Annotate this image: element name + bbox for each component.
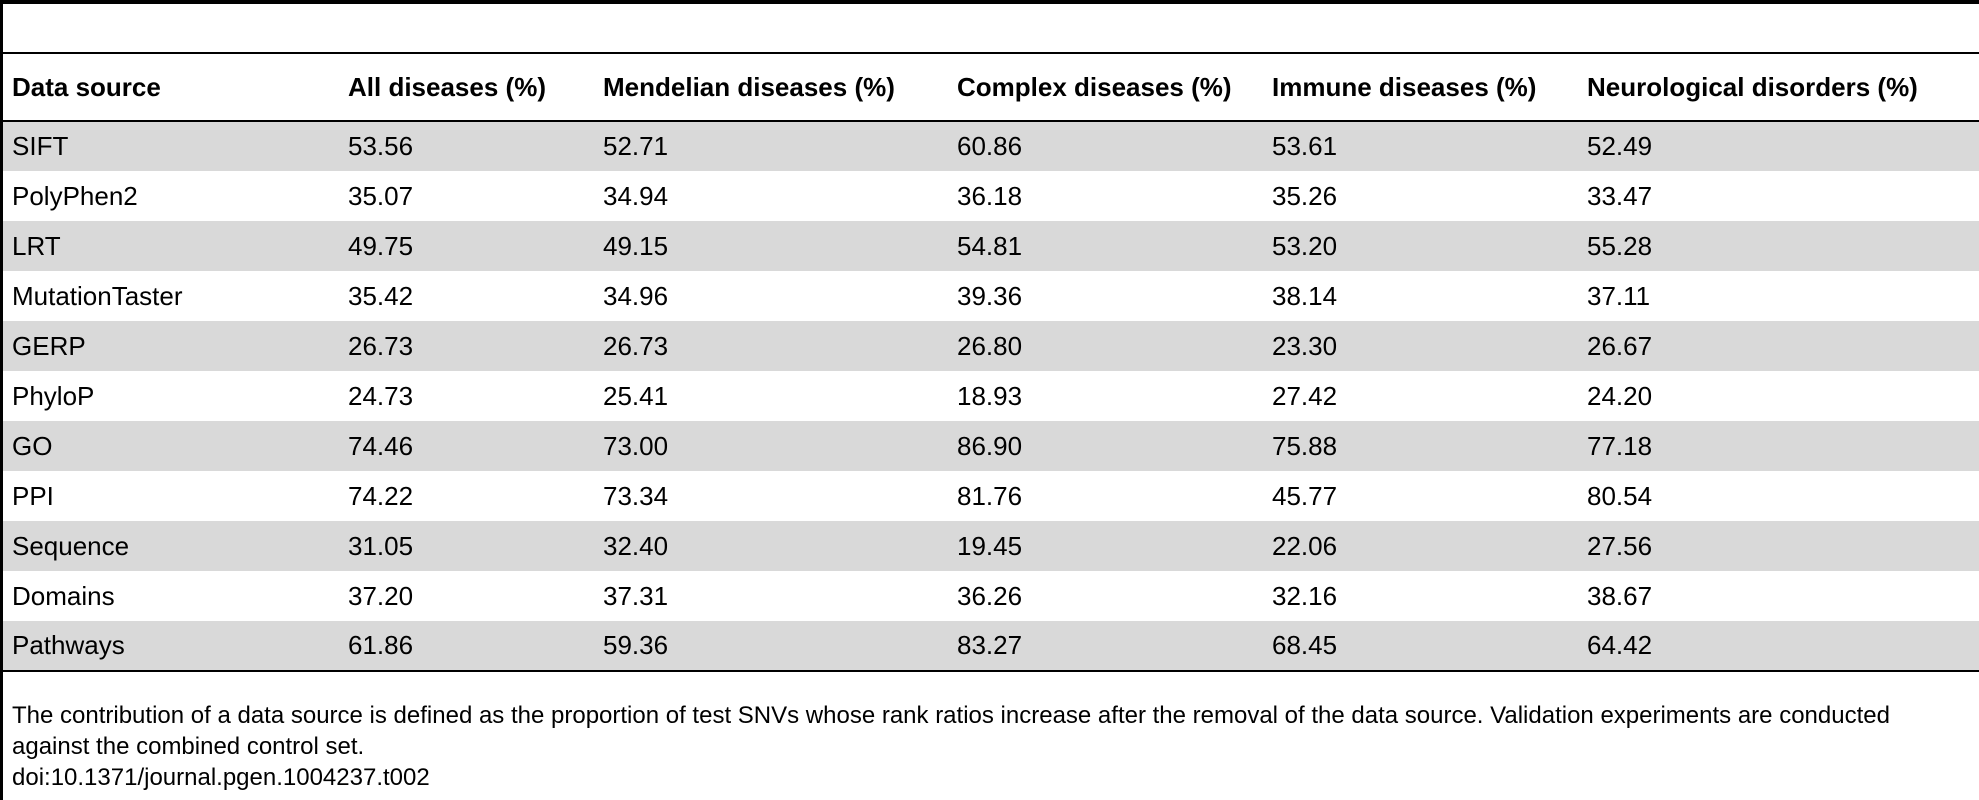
cell-complex-diseases: 86.90 [948,421,1263,471]
cell-complex-diseases: 83.27 [948,621,1263,672]
table-row: PolyPhen2 35.07 34.94 36.18 35.26 33.47 [3,171,1979,221]
cell-data-source: PhyloP [12,380,95,411]
cell-immune-diseases: 53.20 [1263,221,1578,271]
cell-neurological-disorders: 24.20 [1587,380,1653,411]
cell-all-diseases: 35.42 [348,280,414,311]
cell-mendelian-diseases: 26.73 [594,321,948,371]
table-row: GERP 26.73 26.73 26.80 23.30 26.67 [3,321,1979,371]
cell-immune-diseases: 38.14 [1272,280,1338,311]
cell-immune-diseases: 32.16 [1272,580,1338,611]
cell-immune-diseases: 35.26 [1272,180,1338,211]
cell-neurological-disorders: 77.18 [1578,421,1979,471]
cell-mendelian-diseases: 59.36 [594,621,948,672]
table-row: PhyloP 24.73 25.41 18.93 27.42 24.20 [3,371,1979,421]
cell-mendelian-diseases: 73.00 [594,421,948,471]
cell-neurological-disorders: 26.67 [1578,321,1979,371]
footnote-doi: doi:10.1371/journal.pgen.1004237.t002 [12,764,430,791]
table-row: Domains 37.20 37.31 36.26 32.16 38.67 [3,571,1979,621]
header-complex-diseases: Complex diseases (%) [948,52,1263,122]
header-all-diseases: All diseases (%) [339,52,594,122]
table-row: MutationTaster 35.42 34.96 39.36 38.14 37.11 [3,271,1979,321]
cell-all-diseases: 26.73 [339,321,594,371]
cell-neurological-disorders: 80.54 [1587,480,1653,511]
table-row: GO 74.46 73.00 86.90 75.88 77.18 [3,421,1979,471]
cell-all-diseases: 31.05 [339,521,594,571]
cell-complex-diseases: 60.86 [948,121,1263,171]
table-container: Data source All diseases (%) Mendelian d… [3,52,1979,672]
cell-all-diseases: 53.56 [339,121,594,171]
cell-all-diseases: 35.07 [348,180,414,211]
cell-mendelian-diseases: 32.40 [594,521,948,571]
cell-neurological-disorders: 33.47 [1587,180,1653,211]
cell-immune-diseases: 53.61 [1263,121,1578,171]
table-row: Pathways 61.86 59.36 83.27 68.45 64.42 [3,621,1979,672]
table-header-row: Data source All diseases (%) Mendelian d… [3,52,1979,122]
data-source-contribution-table: Data source All diseases (%) Mendelian d… [3,52,1979,672]
table-row: Sequence 31.05 32.40 19.45 22.06 27.56 [3,521,1979,571]
cell-mendelian-diseases: 34.96 [603,280,669,311]
cell-data-source: Sequence [3,521,339,571]
cell-mendelian-diseases: 49.15 [594,221,948,271]
cell-data-source: GERP [3,321,339,371]
cell-complex-diseases: 36.18 [957,180,1023,211]
cell-all-diseases: 49.75 [339,221,594,271]
cell-neurological-disorders: 52.49 [1578,121,1979,171]
cell-all-diseases: 37.20 [348,580,414,611]
cell-immune-diseases: 22.06 [1263,521,1578,571]
cell-all-diseases: 61.86 [339,621,594,672]
cell-neurological-disorders: 27.56 [1578,521,1979,571]
cell-complex-diseases: 36.26 [957,580,1023,611]
cell-data-source: SIFT [3,121,339,171]
cell-mendelian-diseases: 37.31 [603,580,669,611]
cell-complex-diseases: 26.80 [948,321,1263,371]
cell-data-source: LRT [3,221,339,271]
cell-neurological-disorders: 55.28 [1578,221,1979,271]
cell-neurological-disorders: 64.42 [1578,621,1979,672]
cell-complex-diseases: 54.81 [948,221,1263,271]
cell-data-source: PPI [12,480,54,511]
cell-complex-diseases: 39.36 [957,280,1023,311]
cell-data-source: Pathways [3,621,339,672]
cell-all-diseases: 74.46 [339,421,594,471]
cell-immune-diseases: 75.88 [1263,421,1578,471]
cell-data-source: Domains [12,580,115,611]
table-row: LRT 49.75 49.15 54.81 53.20 55.28 [3,221,1979,271]
cell-mendelian-diseases: 25.41 [603,380,669,411]
cell-mendelian-diseases: 34.94 [603,180,669,211]
cell-all-diseases: 24.73 [348,380,414,411]
footnote-text: The contribution of a data source is def… [12,702,1890,760]
cell-mendelian-diseases: 73.34 [603,480,669,511]
cell-neurological-disorders: 38.67 [1587,580,1653,611]
cell-data-source: GO [3,421,339,471]
cell-neurological-disorders: 37.11 [1587,280,1651,311]
cell-data-source: MutationTaster [12,280,183,311]
cell-data-source: PolyPhen2 [12,180,138,211]
table-row: PPI 74.22 73.34 81.76 45.77 80.54 [3,471,1979,521]
cell-immune-diseases: 23.30 [1263,321,1578,371]
cell-complex-diseases: 19.45 [948,521,1263,571]
cell-immune-diseases: 68.45 [1263,621,1578,672]
header-data-source: Data source [3,52,339,122]
cell-complex-diseases: 18.93 [957,380,1023,411]
cell-all-diseases: 74.22 [348,480,414,511]
table-row: SIFT 53.56 52.71 60.86 53.61 52.49 [3,121,1979,171]
cell-immune-diseases: 27.42 [1272,380,1338,411]
cell-mendelian-diseases: 52.71 [594,121,948,171]
header-neurological-disorders: Neurological disorders (%) [1578,52,1979,122]
table-body: SIFT 53.56 52.71 60.86 53.61 52.49 PolyPhen2 35… [3,121,1979,672]
table-footnote: The contribution of a data source is def… [12,700,1972,793]
top-rule [0,0,1979,4]
cell-immune-diseases: 45.77 [1272,480,1338,511]
cell-complex-diseases: 81.76 [957,480,1023,511]
header-immune-diseases: Immune diseases (%) [1263,52,1578,122]
header-mendelian-diseases: Mendelian diseases (%) [594,52,948,122]
